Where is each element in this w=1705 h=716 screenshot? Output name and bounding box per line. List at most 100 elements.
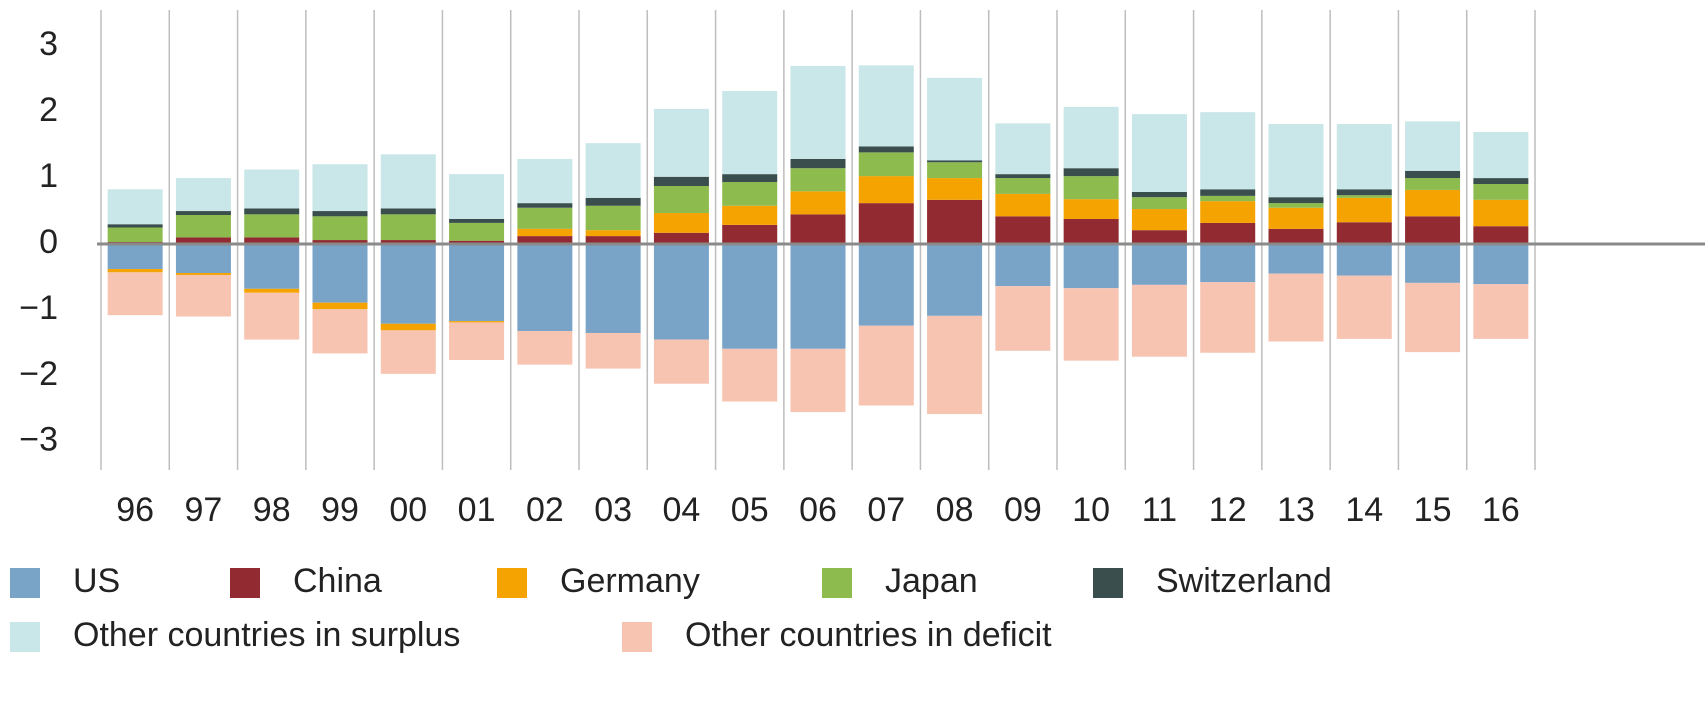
x-tick-label: 97	[185, 491, 223, 529]
bar-segment	[1131, 244, 1187, 285]
y-tick-label: 0	[39, 223, 58, 261]
bar-segment	[1473, 184, 1529, 200]
x-tick-label: 09	[1004, 491, 1042, 529]
bar-segment	[722, 244, 778, 349]
bar-segment	[790, 244, 846, 349]
x-tick-label: 01	[458, 491, 496, 529]
bar-segment	[175, 274, 231, 317]
bar-segment	[1063, 106, 1119, 169]
bar-segment	[858, 65, 914, 147]
bar-segment	[585, 236, 641, 244]
bar-segment	[1336, 124, 1392, 190]
x-tick-label: 14	[1345, 491, 1383, 529]
legend-swatch	[10, 622, 40, 652]
bar-segment	[722, 205, 778, 225]
x-tick-label: 07	[867, 491, 905, 529]
bar-segment	[927, 77, 983, 161]
bar-segment	[722, 348, 778, 402]
bar-segment	[1473, 178, 1529, 185]
bar-segment	[449, 174, 505, 219]
bar-segment	[1131, 191, 1187, 198]
bar-segment	[312, 216, 368, 241]
bar-segment	[653, 244, 709, 340]
y-tick-label: 2	[39, 91, 58, 129]
x-tick-label: 96	[116, 491, 154, 529]
bar-segment	[1268, 124, 1324, 198]
bar-segment	[175, 273, 231, 275]
bar-segment	[927, 160, 983, 163]
bar-segment	[1405, 189, 1461, 217]
bar-segment	[1268, 203, 1324, 208]
bar-segment	[585, 205, 641, 231]
bar-segment	[1268, 228, 1324, 244]
bar-segment	[449, 322, 505, 361]
bar-segment	[995, 244, 1051, 287]
bar-segment	[585, 332, 641, 369]
bar-segment	[244, 169, 300, 209]
bar-segment	[1063, 199, 1119, 219]
legend-swatch	[1093, 568, 1123, 598]
bar-segment	[244, 288, 300, 293]
y-tick-label: −3	[19, 421, 58, 459]
bar-segment	[1268, 244, 1324, 274]
bar-segment	[380, 323, 436, 331]
bar-segment	[312, 244, 368, 303]
bar-segment	[585, 230, 641, 237]
bar-segment	[1405, 121, 1461, 171]
legend-label: Switzerland	[1156, 562, 1332, 600]
bar-segment	[312, 302, 368, 310]
x-tick-label: 02	[526, 491, 564, 529]
bar-segment	[1405, 170, 1461, 179]
bar-segment	[449, 244, 505, 322]
bar-segment	[1473, 226, 1529, 244]
bar-segment	[927, 315, 983, 415]
y-tick-label: −2	[19, 355, 58, 393]
bar-segment	[1336, 189, 1392, 196]
bar-segment	[1200, 282, 1256, 353]
bar-segment	[1268, 207, 1324, 229]
bar-segment	[244, 237, 300, 244]
bar-segment	[312, 309, 368, 354]
bar-segment	[517, 331, 573, 365]
legend-label: China	[293, 562, 382, 600]
bar-segment	[653, 176, 709, 186]
legend-swatch	[497, 568, 527, 598]
bar-segment	[722, 182, 778, 206]
bar-segment	[585, 143, 641, 198]
bar-segment	[790, 348, 846, 413]
x-tick-label: 06	[799, 491, 837, 529]
x-tick-label: 11	[1142, 491, 1177, 529]
bar-segment	[653, 213, 709, 233]
bar-segment	[1063, 244, 1119, 289]
bar-segment	[1063, 168, 1119, 177]
bar-segment	[1200, 112, 1256, 190]
bar-segment	[927, 162, 983, 179]
bar-segment	[927, 178, 983, 200]
bar-segment	[858, 146, 914, 153]
bar-segment	[517, 236, 573, 244]
bar-segment	[1473, 244, 1529, 285]
bar-segment	[995, 123, 1051, 175]
bar-segment	[107, 272, 163, 316]
bar-segment	[1200, 244, 1256, 283]
bar-segment	[858, 244, 914, 326]
bar-segment	[653, 108, 709, 177]
bar-segment	[995, 193, 1051, 217]
legend-label: Other countries in surplus	[73, 616, 460, 654]
bar-segment	[449, 218, 505, 223]
bar-segment	[722, 224, 778, 244]
bar-segment	[1405, 282, 1461, 353]
x-tick-label: 13	[1277, 491, 1315, 529]
bar-segment	[1131, 284, 1187, 357]
bar-segment	[175, 244, 231, 274]
legend-label: Germany	[560, 562, 700, 600]
x-tick-label: 10	[1072, 491, 1110, 529]
bar-segment	[1336, 244, 1392, 276]
bar-segment	[517, 228, 573, 237]
bar-segment	[653, 232, 709, 244]
bar-segment	[517, 244, 573, 332]
bar-segment	[312, 240, 368, 244]
bar-segment	[790, 66, 846, 159]
bar-segment	[1131, 209, 1187, 231]
